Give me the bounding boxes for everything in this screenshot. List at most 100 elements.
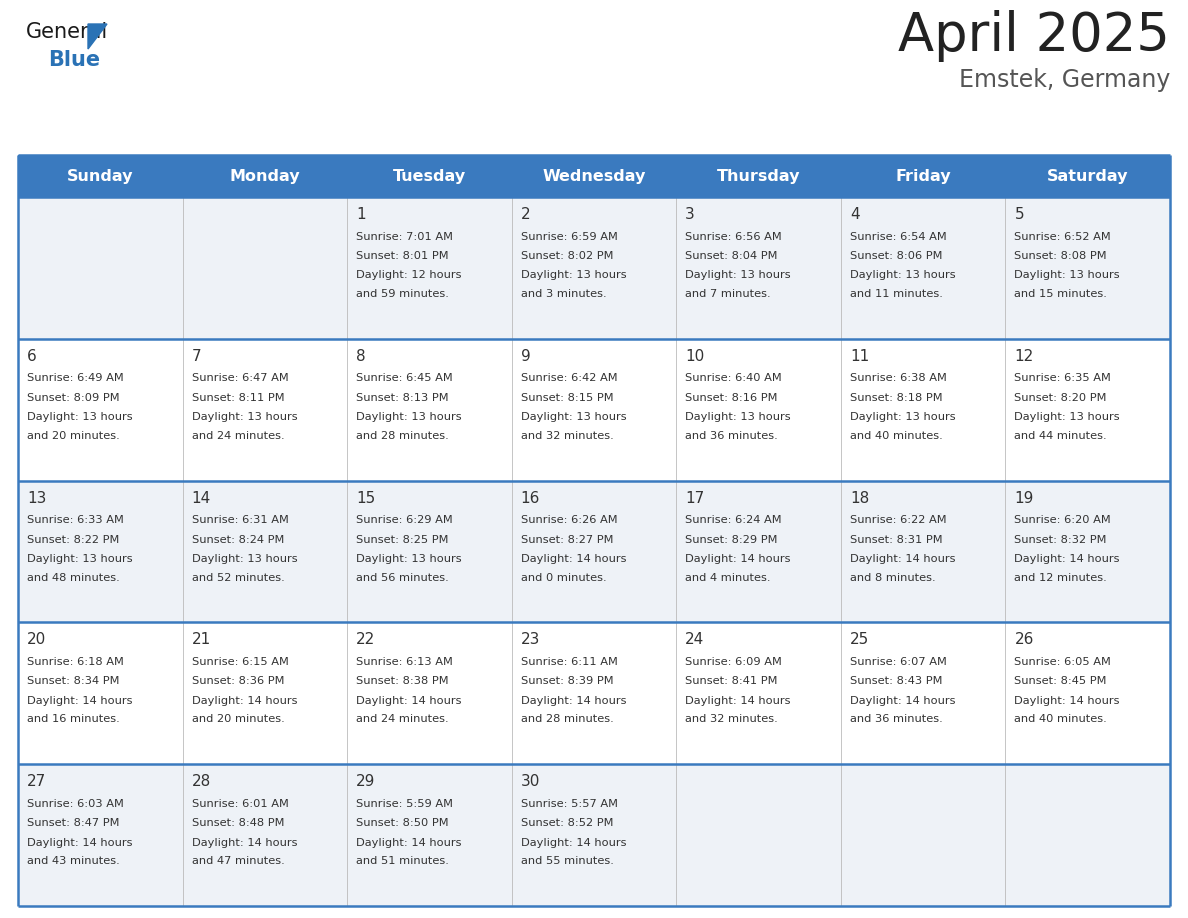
- Text: 2: 2: [520, 207, 530, 222]
- Text: Sunset: 8:04 PM: Sunset: 8:04 PM: [685, 251, 778, 261]
- Text: 21: 21: [191, 633, 210, 647]
- FancyBboxPatch shape: [18, 481, 1170, 622]
- Polygon shape: [88, 24, 107, 49]
- Text: Sunset: 8:11 PM: Sunset: 8:11 PM: [191, 393, 284, 403]
- Text: Sunset: 8:39 PM: Sunset: 8:39 PM: [520, 677, 613, 687]
- Text: Sunrise: 6:49 AM: Sunrise: 6:49 AM: [27, 374, 124, 384]
- Text: Daylight: 12 hours: Daylight: 12 hours: [356, 271, 462, 281]
- Text: Daylight: 14 hours: Daylight: 14 hours: [685, 554, 791, 564]
- Text: Sunrise: 6:47 AM: Sunrise: 6:47 AM: [191, 374, 289, 384]
- Text: 18: 18: [849, 490, 870, 506]
- Text: Daylight: 13 hours: Daylight: 13 hours: [685, 271, 791, 281]
- Text: Daylight: 14 hours: Daylight: 14 hours: [356, 838, 462, 847]
- Text: Sunrise: 6:15 AM: Sunrise: 6:15 AM: [191, 657, 289, 666]
- Text: and 44 minutes.: and 44 minutes.: [1015, 431, 1107, 441]
- Text: and 0 minutes.: and 0 minutes.: [520, 573, 606, 583]
- Text: April 2025: April 2025: [898, 10, 1170, 62]
- Text: Sunrise: 6:13 AM: Sunrise: 6:13 AM: [356, 657, 453, 666]
- Text: and 40 minutes.: and 40 minutes.: [849, 431, 942, 441]
- Text: 6: 6: [27, 349, 37, 364]
- Text: and 56 minutes.: and 56 minutes.: [356, 573, 449, 583]
- Text: Daylight: 14 hours: Daylight: 14 hours: [27, 696, 133, 706]
- Text: 11: 11: [849, 349, 870, 364]
- Text: Daylight: 14 hours: Daylight: 14 hours: [1015, 554, 1120, 564]
- Text: Sunrise: 6:01 AM: Sunrise: 6:01 AM: [191, 799, 289, 809]
- Text: Sunset: 8:22 PM: Sunset: 8:22 PM: [27, 534, 119, 544]
- Text: Sunset: 8:38 PM: Sunset: 8:38 PM: [356, 677, 449, 687]
- Text: Sunrise: 5:59 AM: Sunrise: 5:59 AM: [356, 799, 453, 809]
- Text: Sunset: 8:01 PM: Sunset: 8:01 PM: [356, 251, 449, 261]
- Text: Blue: Blue: [48, 50, 100, 70]
- Text: Sunset: 8:43 PM: Sunset: 8:43 PM: [849, 677, 942, 687]
- Text: Sunset: 8:13 PM: Sunset: 8:13 PM: [356, 393, 449, 403]
- Text: Tuesday: Tuesday: [393, 169, 466, 184]
- FancyBboxPatch shape: [18, 197, 1170, 339]
- Text: Sunrise: 6:05 AM: Sunrise: 6:05 AM: [1015, 657, 1111, 666]
- Text: Sunrise: 6:54 AM: Sunrise: 6:54 AM: [849, 231, 947, 241]
- Text: Daylight: 13 hours: Daylight: 13 hours: [1015, 412, 1120, 422]
- Text: Sunset: 8:29 PM: Sunset: 8:29 PM: [685, 534, 778, 544]
- Text: 14: 14: [191, 490, 210, 506]
- Text: Daylight: 14 hours: Daylight: 14 hours: [849, 696, 955, 706]
- Text: Sunrise: 6:45 AM: Sunrise: 6:45 AM: [356, 374, 453, 384]
- Text: Daylight: 13 hours: Daylight: 13 hours: [849, 271, 955, 281]
- Text: Sunrise: 6:24 AM: Sunrise: 6:24 AM: [685, 515, 782, 525]
- Text: Daylight: 13 hours: Daylight: 13 hours: [191, 412, 297, 422]
- Text: Sunset: 8:25 PM: Sunset: 8:25 PM: [356, 534, 449, 544]
- Text: Sunrise: 6:09 AM: Sunrise: 6:09 AM: [685, 657, 782, 666]
- Text: 4: 4: [849, 207, 859, 222]
- Text: and 40 minutes.: and 40 minutes.: [1015, 714, 1107, 724]
- Text: and 36 minutes.: and 36 minutes.: [685, 431, 778, 441]
- Text: Sunrise: 6:33 AM: Sunrise: 6:33 AM: [27, 515, 124, 525]
- Text: Sunrise: 6:56 AM: Sunrise: 6:56 AM: [685, 231, 782, 241]
- Text: Sunset: 8:45 PM: Sunset: 8:45 PM: [1015, 677, 1107, 687]
- Text: and 24 minutes.: and 24 minutes.: [191, 431, 284, 441]
- Text: Daylight: 14 hours: Daylight: 14 hours: [27, 838, 133, 847]
- Text: Sunset: 8:02 PM: Sunset: 8:02 PM: [520, 251, 613, 261]
- Text: Daylight: 14 hours: Daylight: 14 hours: [1015, 696, 1120, 706]
- Text: Sunset: 8:52 PM: Sunset: 8:52 PM: [520, 818, 613, 828]
- Text: and 32 minutes.: and 32 minutes.: [520, 431, 613, 441]
- Text: Daylight: 14 hours: Daylight: 14 hours: [520, 838, 626, 847]
- Text: 5: 5: [1015, 207, 1024, 222]
- Text: Sunrise: 6:03 AM: Sunrise: 6:03 AM: [27, 799, 124, 809]
- Text: Monday: Monday: [229, 169, 301, 184]
- FancyBboxPatch shape: [18, 764, 1170, 906]
- Text: Sunset: 8:34 PM: Sunset: 8:34 PM: [27, 677, 120, 687]
- Text: Sunrise: 7:01 AM: Sunrise: 7:01 AM: [356, 231, 453, 241]
- Text: 15: 15: [356, 490, 375, 506]
- Text: Sunset: 8:41 PM: Sunset: 8:41 PM: [685, 677, 778, 687]
- Text: Sunset: 8:32 PM: Sunset: 8:32 PM: [1015, 534, 1107, 544]
- Text: Sunrise: 6:22 AM: Sunrise: 6:22 AM: [849, 515, 947, 525]
- Text: Sunrise: 6:20 AM: Sunrise: 6:20 AM: [1015, 515, 1111, 525]
- Text: 27: 27: [27, 774, 46, 789]
- Text: Sunrise: 6:38 AM: Sunrise: 6:38 AM: [849, 374, 947, 384]
- Text: Wednesday: Wednesday: [542, 169, 646, 184]
- Text: Daylight: 13 hours: Daylight: 13 hours: [356, 412, 462, 422]
- Text: and 16 minutes.: and 16 minutes.: [27, 714, 120, 724]
- Text: Sunrise: 6:42 AM: Sunrise: 6:42 AM: [520, 374, 618, 384]
- Text: Daylight: 14 hours: Daylight: 14 hours: [685, 696, 791, 706]
- Text: Sunset: 8:31 PM: Sunset: 8:31 PM: [849, 534, 942, 544]
- Text: 17: 17: [685, 490, 704, 506]
- Text: 23: 23: [520, 633, 541, 647]
- Text: Sunset: 8:50 PM: Sunset: 8:50 PM: [356, 818, 449, 828]
- Text: 16: 16: [520, 490, 541, 506]
- Text: and 43 minutes.: and 43 minutes.: [27, 856, 120, 867]
- Text: Daylight: 14 hours: Daylight: 14 hours: [356, 696, 462, 706]
- Text: Saturday: Saturday: [1047, 169, 1129, 184]
- Text: Daylight: 13 hours: Daylight: 13 hours: [27, 554, 133, 564]
- Text: 3: 3: [685, 207, 695, 222]
- Text: Daylight: 13 hours: Daylight: 13 hours: [27, 412, 133, 422]
- Text: 13: 13: [27, 490, 46, 506]
- Text: Sunset: 8:24 PM: Sunset: 8:24 PM: [191, 534, 284, 544]
- Text: Sunrise: 6:52 AM: Sunrise: 6:52 AM: [1015, 231, 1111, 241]
- Text: Sunset: 8:16 PM: Sunset: 8:16 PM: [685, 393, 778, 403]
- Text: and 4 minutes.: and 4 minutes.: [685, 573, 771, 583]
- Text: and 32 minutes.: and 32 minutes.: [685, 714, 778, 724]
- Text: Thursday: Thursday: [716, 169, 801, 184]
- Text: Sunrise: 6:31 AM: Sunrise: 6:31 AM: [191, 515, 289, 525]
- Text: Sunset: 8:06 PM: Sunset: 8:06 PM: [849, 251, 942, 261]
- Text: and 15 minutes.: and 15 minutes.: [1015, 289, 1107, 299]
- Text: and 28 minutes.: and 28 minutes.: [520, 714, 613, 724]
